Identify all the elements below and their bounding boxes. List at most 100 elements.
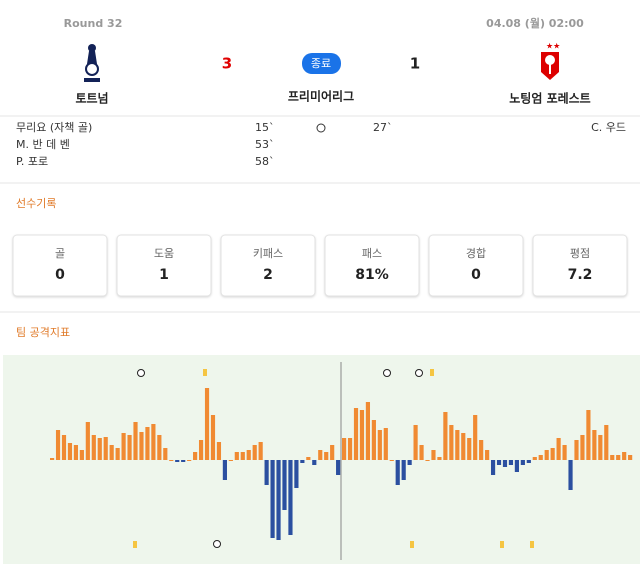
status: 종료 [311, 57, 331, 70]
momentum-bar [622, 452, 627, 460]
momentum-bar [443, 412, 448, 460]
momentum-bar [163, 448, 168, 460]
momentum-bar [359, 410, 365, 460]
momentum-bar [246, 450, 251, 460]
stat-card [116, 234, 212, 297]
momentum-bar [103, 437, 108, 460]
momentum-bar [79, 450, 84, 460]
momentum-bar [312, 460, 317, 465]
section-title: 팀 공격지표 [16, 326, 70, 339]
momentum-bar [377, 430, 382, 460]
event-player: P. 포로 [16, 155, 48, 168]
momentum-bar [389, 460, 394, 461]
momentum-bar [216, 442, 222, 460]
event-player: 무리요 (자책 골) [16, 121, 92, 134]
home-score: 3 [222, 55, 232, 73]
stat-cards: 골 0 도움 1 키패스 2 패스 81% 경합 0 평점 7.2 [12, 234, 628, 297]
momentum-bar [55, 430, 61, 460]
momentum-bar [598, 435, 603, 460]
stat-label: 패스 [362, 247, 382, 260]
momentum-bar [562, 445, 567, 460]
momentum-bar [371, 420, 376, 460]
momentum-bar [228, 460, 233, 461]
event-minute: 53` [255, 138, 275, 151]
momentum-bar [556, 438, 561, 460]
stat-label: 골 [55, 247, 65, 260]
round: Round 32 [64, 17, 123, 30]
momentum-bar [306, 457, 311, 460]
momentum-bar [318, 450, 323, 460]
momentum-bar [204, 388, 210, 460]
stat-value: 1 [159, 267, 169, 283]
momentum-bar [401, 460, 406, 480]
stat-value: 2 [263, 267, 273, 283]
momentum-bar [568, 460, 573, 490]
momentum-bar [169, 460, 174, 461]
momentum-bar [455, 430, 460, 460]
momentum-bar [514, 460, 519, 472]
momentum-bar [419, 445, 424, 460]
momentum-bar [198, 440, 204, 460]
stat-card [12, 234, 108, 297]
stat-card [324, 234, 420, 297]
momentum-bar [628, 455, 633, 460]
stat-label: 키패스 [253, 247, 283, 260]
away-name[interactable]: 노팅엄 포레스트 [509, 91, 590, 106]
momentum-bars [50, 388, 633, 540]
stat-card [220, 234, 316, 297]
momentum-bar [145, 427, 150, 460]
momentum-bar [342, 438, 347, 460]
svg-text:★★: ★★ [546, 42, 560, 51]
momentum-bar [270, 460, 275, 538]
momentum-bar [496, 460, 502, 465]
momentum-bar [210, 415, 216, 460]
momentum-bar [85, 422, 90, 460]
momentum-bar [139, 432, 144, 460]
momentum-bar [437, 457, 442, 460]
status-badge [302, 53, 341, 74]
momentum-bar [383, 428, 388, 460]
momentum-bar [485, 450, 490, 460]
momentum-bar [264, 460, 269, 485]
momentum-bar [467, 438, 472, 460]
momentum-bar [127, 435, 132, 460]
momentum-bar [479, 440, 484, 460]
momentum-bar [115, 448, 120, 460]
momentum-bar [330, 445, 335, 460]
momentum-bar [276, 460, 281, 540]
competition[interactable]: 프리미어리그 [288, 89, 354, 104]
momentum-bar [252, 445, 257, 460]
momentum-bar [508, 460, 514, 465]
momentum-bar [526, 460, 531, 463]
momentum-bar [407, 460, 412, 465]
momentum-bar [550, 448, 555, 460]
momentum-bar [222, 460, 227, 480]
momentum-bar [449, 425, 454, 460]
momentum-bar [347, 438, 353, 460]
momentum-bar [187, 460, 192, 461]
home-name[interactable]: 토트넘 [75, 91, 108, 106]
momentum-bar [580, 435, 585, 460]
momentum-bar [413, 425, 418, 460]
stat-label: 도움 [154, 247, 174, 260]
away-logo: ★★ [541, 42, 560, 80]
momentum-bar [91, 435, 96, 460]
momentum-bar [324, 452, 329, 460]
event-minute: 15` [255, 121, 275, 134]
home-logo [84, 44, 100, 82]
momentum-bar [151, 424, 156, 460]
event-minute: 58` [255, 155, 275, 168]
momentum-bar [532, 457, 537, 460]
momentum-bar [610, 455, 615, 460]
momentum-bar [181, 460, 186, 462]
momentum-bar [353, 408, 359, 460]
momentum-bar [288, 460, 293, 535]
section-title: 선수기록 [16, 197, 56, 210]
events-markers [133, 369, 534, 548]
momentum-bar [616, 455, 621, 460]
goal-icon [316, 123, 326, 133]
momentum-bar [67, 443, 73, 460]
momentum-bar [586, 410, 591, 460]
event-minute: 27` [373, 121, 393, 134]
